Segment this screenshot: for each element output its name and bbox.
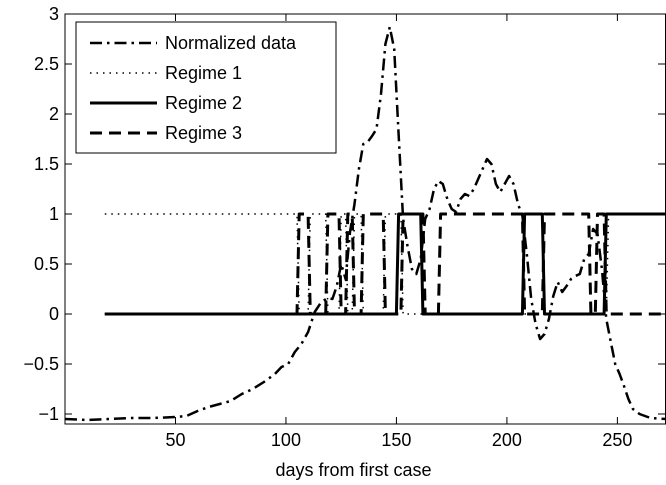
legend-label: Regime 1	[165, 63, 242, 83]
y-tick-label: −1	[38, 404, 59, 424]
y-tick-label: 1.5	[34, 154, 59, 174]
y-tick-label: −0.5	[23, 354, 59, 374]
series-line-normalized-data	[65, 25, 666, 422]
y-tick-label: 0	[49, 304, 59, 324]
x-tick-label: 150	[381, 430, 411, 450]
y-tick-label: 0.5	[34, 254, 59, 274]
legend-label: Normalized data	[165, 33, 297, 53]
axis-ticks: 50 100 150 200 250 −1 −0.5 0 0.5 1 1.5 2 2.5 3	[23, 4, 665, 450]
legend-label: Regime 2	[165, 93, 242, 113]
x-tick-label: 50	[165, 430, 185, 450]
plot-lines	[65, 25, 666, 422]
series-line-regime-3	[104, 212, 666, 316]
x-tick-label: 200	[492, 430, 522, 450]
legend: Normalized data Regime 1 Regime 2 Regime 3	[75, 21, 337, 154]
x-tick-label: 250	[602, 430, 632, 450]
y-tick-label: 2.5	[34, 54, 59, 74]
x-tick-label: 100	[271, 430, 301, 450]
y-tick-label: 1	[49, 204, 59, 224]
legend-label: Regime 3	[165, 123, 242, 143]
x-axis-label: days from first case	[275, 460, 431, 480]
y-tick-label: 2	[49, 104, 59, 124]
y-tick-label: 3	[49, 4, 59, 24]
